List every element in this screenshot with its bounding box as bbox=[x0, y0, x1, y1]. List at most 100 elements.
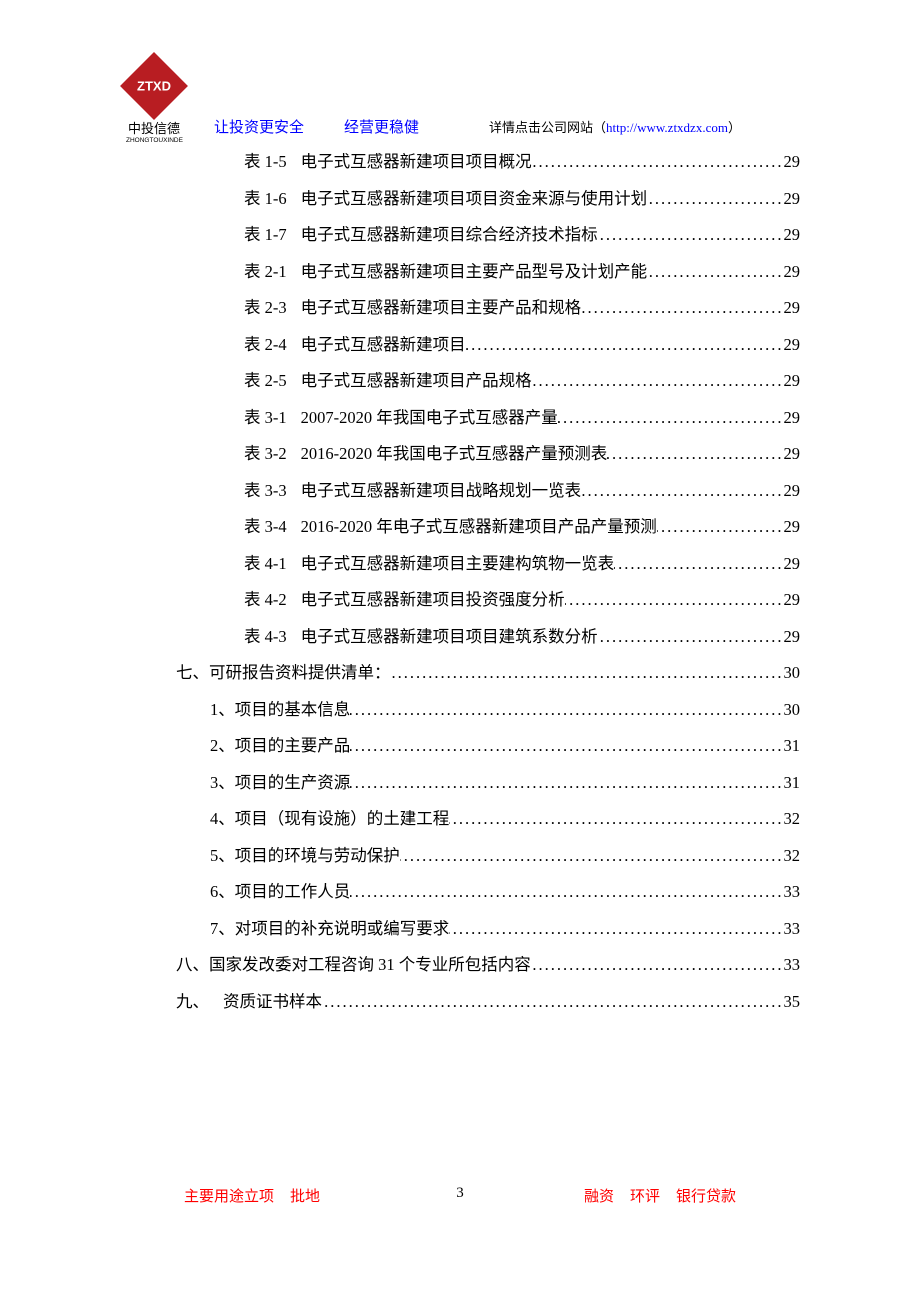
toc-entry-page: 31 bbox=[784, 765, 801, 802]
toc-entry[interactable]: 表 1-5电子式互感器新建项目项目概况29 bbox=[176, 144, 800, 181]
toc-entry-page: 29 bbox=[784, 509, 801, 546]
toc-entry[interactable]: 3、项目的生产资源31 bbox=[176, 765, 800, 802]
toc-entry-page: 29 bbox=[784, 619, 801, 656]
toc-entry-title: 资质证书样本 bbox=[223, 984, 322, 1021]
toc-leader-dots bbox=[449, 801, 783, 838]
toc-entry[interactable]: 表 2-3电子式互感器新建项目主要产品和规格29 bbox=[176, 290, 800, 327]
toc-entry-label: 表 2-5 bbox=[244, 363, 287, 400]
toc-entry-label: 表 4-1 bbox=[244, 546, 287, 583]
toc-entry-title: 2016-2020 年电子式互感器新建项目产品产量预测 bbox=[301, 509, 657, 546]
toc-leader-dots bbox=[647, 254, 783, 291]
toc-entry-label: 表 3-1 bbox=[244, 400, 287, 437]
toc-entry-page: 29 bbox=[784, 217, 801, 254]
page-footer: 主要用途立项批地 3 融资环评银行贷款 bbox=[120, 1185, 800, 1206]
toc-entry-label: 3、 bbox=[210, 765, 235, 802]
toc-entry-label: 6、 bbox=[210, 874, 235, 911]
toc-entry-title: 电子式互感器新建项目产品规格 bbox=[301, 363, 532, 400]
toc-entry[interactable]: 表 3-1 2007-2020 年我国电子式互感器产量 29 bbox=[176, 400, 800, 437]
toc-leader-dots bbox=[532, 144, 784, 181]
toc-leader-dots bbox=[391, 655, 784, 692]
toc-entry-page: 33 bbox=[784, 947, 801, 984]
toc-entry-title: 电子式互感器新建项目 bbox=[301, 327, 466, 364]
toc-entry-page: 29 bbox=[784, 400, 801, 437]
toc-entry[interactable]: 1、项目的基本信息 30 bbox=[176, 692, 800, 729]
toc-entry-page: 35 bbox=[784, 984, 801, 1021]
toc-leader-dots bbox=[657, 509, 784, 546]
toc-entry[interactable]: 5、项目的环境与劳动保护 32 bbox=[176, 838, 800, 875]
toc-entry-page: 29 bbox=[784, 546, 801, 583]
toc-entry-title: 项目的环境与劳动保护 bbox=[235, 838, 400, 875]
toc-entry-title: 电子式互感器新建项目项目概况 bbox=[301, 144, 532, 181]
toc-leader-dots bbox=[558, 400, 784, 437]
toc-entry-page: 30 bbox=[784, 655, 801, 692]
toc-entry[interactable]: 表 4-1电子式互感器新建项目主要建构筑物一览表29 bbox=[176, 546, 800, 583]
toc-leader-dots bbox=[350, 874, 783, 911]
toc-leader-dots bbox=[581, 290, 783, 327]
toc-entry[interactable]: 表 4-3电子式互感器新建项目项目建筑系数分析29 bbox=[176, 619, 800, 656]
toc-leader-dots bbox=[614, 546, 783, 583]
toc-entry-page: 32 bbox=[784, 801, 801, 838]
toc-entry[interactable]: 表 2-4电子式互感器新建项目29 bbox=[176, 327, 800, 364]
toc-entry-page: 30 bbox=[784, 692, 801, 729]
toc-entry-label: 表 1-7 bbox=[244, 217, 287, 254]
toc-entry-label: 4、 bbox=[210, 801, 235, 838]
site-url-link[interactable]: http://www.ztxdzx.com bbox=[606, 120, 728, 136]
footer-right: 融资环评银行贷款 bbox=[584, 1185, 736, 1206]
toc-leader-dots bbox=[350, 692, 783, 729]
toc-content: 表 1-5电子式互感器新建项目项目概况29表 1-6电子式互感器新建项目项目资金… bbox=[176, 144, 800, 1020]
toc-entry-title: 项目的主要产品 bbox=[235, 728, 351, 765]
toc-leader-dots bbox=[607, 436, 783, 473]
toc-entry-label: 表 3-2 bbox=[244, 436, 287, 473]
toc-entry-title: 2007-2020 年我国电子式互感器产量 bbox=[301, 400, 558, 437]
toc-entry[interactable]: 表 4-2电子式互感器新建项目投资强度分析29 bbox=[176, 582, 800, 619]
slogan-2: 经营更稳健 bbox=[344, 116, 419, 137]
toc-entry[interactable]: 七、可研报告资料提供清单：30 bbox=[176, 655, 800, 692]
toc-entry-label: 1、 bbox=[210, 692, 235, 729]
toc-entry-title: 项目的基本信息 bbox=[235, 692, 351, 729]
toc-entry-label: 表 4-3 bbox=[244, 619, 287, 656]
toc-entry[interactable]: 表 2-1电子式互感器新建项目主要产品型号及计划产能29 bbox=[176, 254, 800, 291]
site-label-close: ） bbox=[728, 117, 741, 136]
footer-left1: 主要用途立项 bbox=[184, 1189, 274, 1205]
toc-entry-label: 表 2-4 bbox=[244, 327, 287, 364]
logo-name-en: ZHONGTOUXINDE bbox=[126, 137, 182, 144]
footer-page-number: 3 bbox=[456, 1185, 464, 1202]
toc-entry[interactable]: 4、项目（现有设施）的土建工程 32 bbox=[176, 801, 800, 838]
toc-entry-label: 表 3-4 bbox=[244, 509, 287, 546]
toc-entry-label: 5、 bbox=[210, 838, 235, 875]
toc-entry-label: 八、 bbox=[176, 947, 209, 984]
toc-entry[interactable]: 表 1-6电子式互感器新建项目项目资金来源与使用计划29 bbox=[176, 181, 800, 218]
toc-entry[interactable]: 表 3-3电子式互感器新建项目战略规划一览表29 bbox=[176, 473, 800, 510]
toc-entry[interactable]: 八、国家发改委对工程咨询 31 个专业所包括内容33 bbox=[176, 947, 800, 984]
toc-entry[interactable]: 九、 资质证书样本35 bbox=[176, 984, 800, 1021]
toc-entry-page: 32 bbox=[784, 838, 801, 875]
toc-entry-label: 2、 bbox=[210, 728, 235, 765]
toc-entry[interactable]: 7、对项目的补充说明或编写要求33 bbox=[176, 911, 800, 948]
toc-entry[interactable]: 表 2-5 电子式互感器新建项目产品规格 29 bbox=[176, 363, 800, 400]
logo-diamond-icon: ZTXD bbox=[120, 52, 188, 120]
toc-entry-page: 29 bbox=[784, 290, 801, 327]
toc-entry-page: 29 bbox=[784, 582, 801, 619]
toc-entry-title: 电子式互感器新建项目主要产品型号及计划产能 bbox=[301, 254, 648, 291]
toc-entry-title: 项目的工作人员 bbox=[235, 874, 351, 911]
toc-entry-page: 29 bbox=[784, 473, 801, 510]
footer-right2: 环评 bbox=[630, 1189, 660, 1205]
toc-entry-page: 29 bbox=[784, 363, 801, 400]
toc-entry[interactable]: 表 1-7电子式互感器新建项目综合经济技术指标29 bbox=[176, 217, 800, 254]
toc-leader-dots bbox=[400, 838, 784, 875]
footer-left: 主要用途立项批地 bbox=[184, 1185, 320, 1206]
toc-leader-dots bbox=[350, 728, 783, 765]
toc-leader-dots bbox=[466, 327, 784, 364]
toc-entry[interactable]: 2、项目的主要产品31 bbox=[176, 728, 800, 765]
toc-entry[interactable]: 6、项目的工作人员33 bbox=[176, 874, 800, 911]
toc-entry-label: 表 2-3 bbox=[244, 290, 287, 327]
toc-entry-title: 2016-2020 年我国电子式互感器产量预测表 bbox=[301, 436, 608, 473]
logo-name-cn: 中投信德 bbox=[126, 118, 182, 137]
toc-entry[interactable]: 表 3-4 2016-2020 年电子式互感器新建项目产品产量预测 29 bbox=[176, 509, 800, 546]
toc-entry-title: 电子式互感器新建项目投资强度分析 bbox=[301, 582, 565, 619]
toc-entry-title: 电子式互感器新建项目战略规划一览表 bbox=[301, 473, 582, 510]
toc-entry-title: 对项目的补充说明或编写要求 bbox=[235, 911, 450, 948]
logo-abbr: ZTXD bbox=[137, 79, 171, 94]
toc-entry[interactable]: 表 3-22016-2020 年我国电子式互感器产量预测表 29 bbox=[176, 436, 800, 473]
toc-entry-title: 项目（现有设施）的土建工程 bbox=[235, 801, 450, 838]
